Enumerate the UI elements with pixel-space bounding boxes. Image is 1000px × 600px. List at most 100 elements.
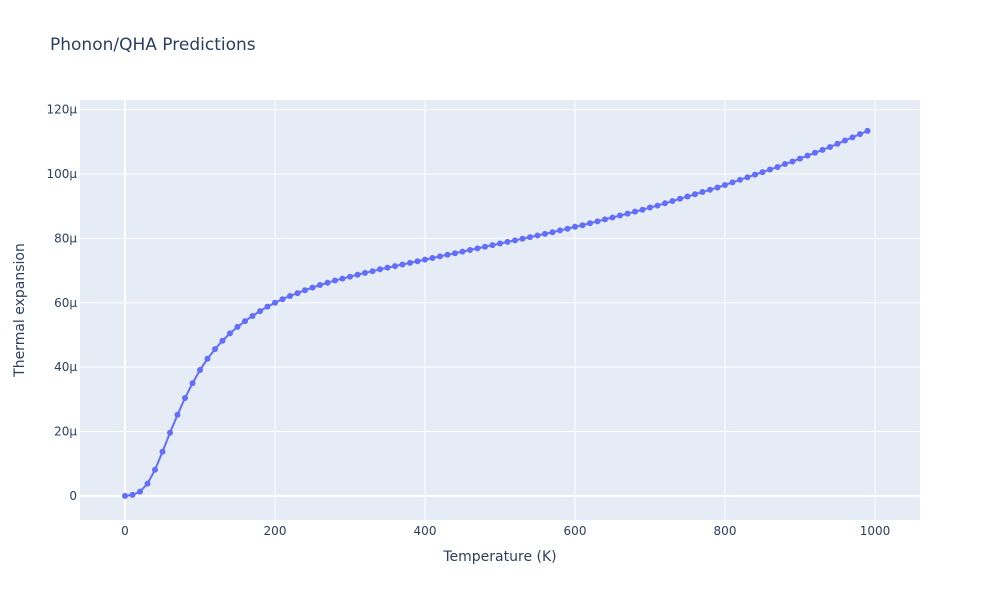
data-point [204,355,211,362]
data-point [167,429,173,436]
data-point [819,146,826,153]
data-point [767,166,773,173]
data-point [324,279,331,286]
data-point [594,218,601,225]
data-point [857,131,863,138]
data-point [369,268,376,275]
data-point [624,210,631,217]
data-point [362,269,368,276]
data-point [752,171,758,178]
data-point [632,208,638,215]
data-point [729,179,736,186]
data-point [407,259,413,266]
x-tick-label: 1000 [860,524,891,538]
data-point [294,290,301,297]
data-point [354,271,361,278]
y-tick-label: 60μ [54,296,77,310]
y-tick-label: 0 [69,489,77,503]
data-point [759,169,766,176]
data-point [812,149,818,156]
x-tick-label: 600 [564,524,587,538]
data-point [677,195,683,202]
data-point [639,206,646,213]
data-point [377,266,383,273]
data-point [227,330,233,337]
data-point [744,174,751,181]
data-point [257,308,263,315]
data-point [804,152,811,159]
data-point [534,232,541,239]
x-tick-label: 800 [714,524,737,538]
data-point [332,277,338,284]
gridlines [80,100,920,520]
x-tick-label: 0 [121,524,129,538]
series-thermal-expansion [122,127,871,499]
data-point [527,234,533,241]
x-tick-label: 400 [414,524,437,538]
data-point [392,263,398,270]
data-point [542,230,548,237]
data-point [452,250,458,257]
data-point [249,312,256,319]
data-point [482,243,488,250]
data-point [399,261,406,268]
data-point [309,284,316,291]
data-point [827,143,833,150]
data-point [557,227,563,234]
data-point [234,323,241,330]
data-point [684,193,691,200]
data-point [842,137,848,144]
data-point [317,282,323,289]
data-point [302,287,308,294]
x-tick-labels: 0 200 400 600 800 1000 [121,524,890,538]
data-point [519,235,526,242]
data-point [707,186,713,193]
data-point [242,318,248,325]
data-point [144,480,151,487]
data-point [137,488,143,495]
data-point [504,238,511,245]
data-point [647,204,653,211]
data-point [722,181,728,188]
data-point [489,242,496,249]
data-point [864,127,871,134]
data-point [512,237,518,244]
data-point [789,158,796,165]
data-point [617,212,623,219]
data-point [609,214,616,221]
y-axis-title: Thermal expansion [12,243,28,378]
data-point [474,245,481,252]
data-point [437,253,443,260]
data-point [737,176,743,183]
data-point [692,191,698,198]
data-point [467,246,473,253]
y-tick-label: 100μ [46,167,77,181]
data-point [347,273,353,280]
data-point [572,223,578,230]
data-point [339,275,346,282]
data-point [497,240,503,247]
y-tick-label: 20μ [54,424,77,438]
chart-title: Phonon/QHA Predictions [50,35,256,55]
x-axis-title: Temperature (K) [442,549,556,565]
data-point [444,251,451,258]
data-point [834,140,841,147]
data-point [849,134,856,141]
data-point [654,202,661,209]
data-point [122,492,128,499]
data-point [579,222,586,229]
data-point [699,189,706,196]
data-point [422,256,428,263]
data-point [174,411,181,418]
data-point [797,155,803,162]
data-point [182,395,188,402]
data-point [662,200,668,207]
data-point [197,367,203,374]
data-point [549,229,556,236]
data-point [714,184,721,191]
data-point [279,296,286,303]
data-point [459,248,466,255]
data-point [414,258,421,265]
data-point [384,264,391,271]
